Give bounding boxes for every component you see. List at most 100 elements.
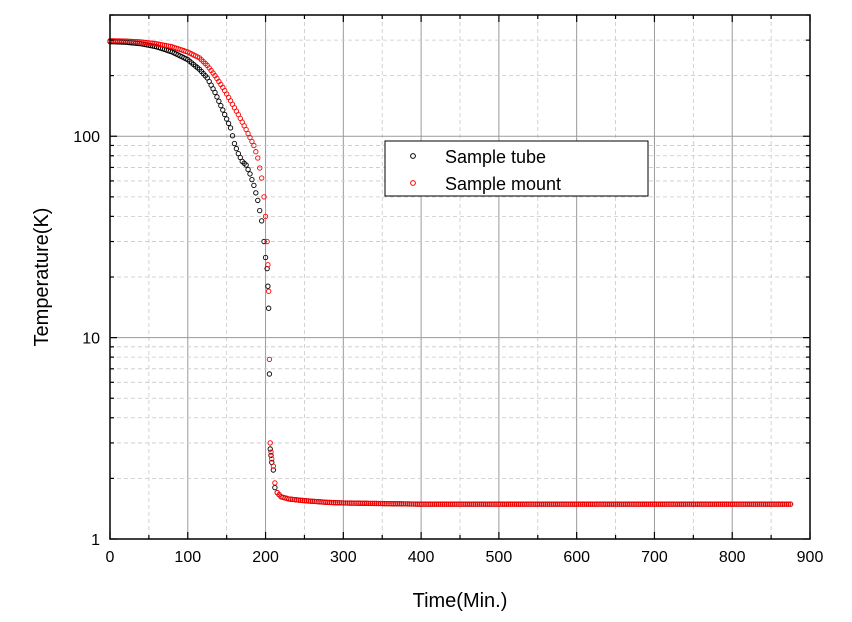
data-point: [297, 497, 304, 503]
data-point: [568, 501, 574, 507]
data-point: [756, 501, 763, 507]
data-point: [313, 498, 319, 505]
data-point: [550, 501, 556, 507]
y-axis-title: Temperature(K): [31, 208, 53, 347]
data-point: [673, 501, 679, 507]
data-point: [704, 501, 710, 507]
data-point: [360, 500, 366, 506]
data-point: [612, 501, 619, 507]
data-point: [626, 501, 632, 507]
data-point: [329, 499, 335, 506]
data-point: [682, 501, 689, 507]
data-point: [723, 501, 730, 507]
data-point: [266, 288, 272, 294]
data-point: [688, 501, 695, 507]
data-point: [679, 501, 685, 507]
data-point: [729, 501, 735, 507]
data-point: [375, 500, 381, 507]
data-point: [265, 262, 271, 268]
data-point: [251, 182, 257, 189]
data-point: [367, 500, 374, 507]
x-tick-label: 200: [252, 549, 279, 566]
data-point: [774, 501, 780, 507]
data-point: [323, 499, 329, 505]
data-point: [647, 501, 654, 507]
data-point: [140, 39, 146, 45]
data-point: [642, 501, 648, 507]
data-point: [548, 501, 555, 507]
data-point: [601, 501, 607, 507]
data-point: [299, 497, 306, 504]
data-point: [467, 501, 473, 507]
y-tick-label: 100: [73, 129, 100, 146]
data-point: [397, 501, 403, 507]
data-point: [362, 500, 368, 506]
data-point: [772, 501, 778, 507]
data-point: [294, 497, 300, 503]
data-point: [579, 501, 586, 507]
data-point: [387, 501, 393, 507]
data-point: [261, 194, 267, 200]
data-point: [358, 500, 364, 506]
data-point: [599, 501, 605, 507]
data-point: [262, 213, 269, 220]
data-point: [486, 501, 492, 507]
data-point: [719, 501, 726, 507]
data-point: [630, 501, 636, 507]
data-point: [558, 501, 564, 507]
data-point: [570, 501, 576, 507]
data-point: [680, 501, 687, 507]
data-point: [764, 501, 770, 507]
data-point: [749, 501, 755, 507]
data-point: [677, 501, 683, 507]
data-point: [581, 501, 588, 507]
data-point: [636, 501, 642, 507]
data-point: [531, 501, 537, 507]
data-point: [309, 498, 315, 504]
data-point: [727, 501, 733, 507]
data-point: [745, 501, 751, 507]
data-point: [667, 501, 673, 507]
data-point: [270, 467, 276, 473]
data-point: [124, 38, 131, 44]
data-point: [266, 371, 273, 377]
data-point: [338, 500, 345, 506]
data-point: [754, 501, 761, 507]
data-point: [490, 501, 496, 507]
data-point: [136, 39, 142, 45]
data-point: [393, 501, 399, 507]
data-point: [607, 501, 613, 507]
data-point: [509, 501, 516, 507]
data-point: [334, 500, 341, 506]
data-point: [649, 501, 656, 507]
grid: [110, 15, 810, 539]
x-tick-label: 800: [719, 549, 746, 566]
data-point: [303, 498, 310, 504]
legend-box: [384, 140, 649, 197]
data-point: [408, 501, 415, 507]
data-point: [778, 501, 784, 507]
legend-marker-sample-tube: [410, 153, 416, 159]
data-point: [750, 501, 757, 507]
data-point: [119, 38, 125, 44]
data-point: [535, 501, 541, 507]
data-point: [463, 501, 469, 507]
data-point: [560, 501, 566, 507]
data-point: [295, 497, 302, 503]
data-point: [478, 501, 485, 507]
data-point: [354, 500, 360, 506]
data-point: [371, 500, 378, 507]
data-point: [245, 166, 251, 173]
data-point: [752, 501, 759, 507]
data-point: [525, 501, 531, 507]
data-point: [432, 501, 438, 507]
data-point: [148, 40, 154, 46]
data-point: [379, 500, 385, 507]
data-point: [266, 356, 273, 362]
x-tick-label: 900: [797, 549, 824, 566]
data-point: [661, 501, 667, 507]
data-point: [325, 499, 331, 506]
data-point: [645, 501, 652, 507]
data-point: [330, 499, 337, 506]
data-point: [301, 498, 308, 504]
